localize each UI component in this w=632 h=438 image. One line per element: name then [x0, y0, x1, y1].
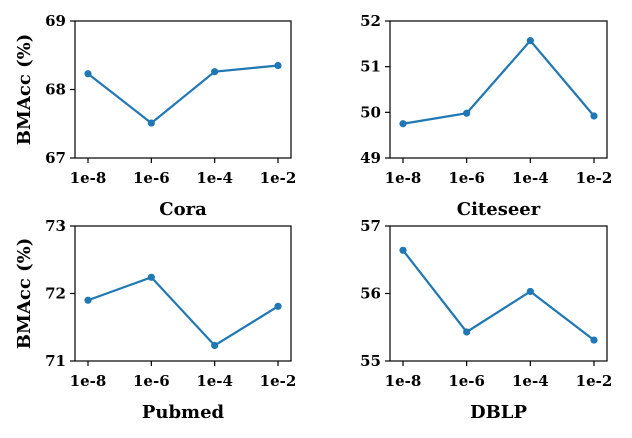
x-tick-label: 1e-2: [576, 372, 613, 390]
series-line: [402, 249, 595, 341]
y-tick-label: 72: [45, 285, 66, 303]
x-axis-title: DBLP: [470, 402, 527, 423]
x-tick-label: 1e-6: [133, 372, 170, 390]
x-tick-label: 1e-8: [385, 169, 422, 187]
y-tick-label: 68: [45, 81, 66, 99]
y-tick-label: 49: [360, 149, 381, 167]
x-tick-label: 1e-6: [448, 372, 485, 390]
x-tick-label: 1e-2: [260, 169, 297, 187]
data-point: [526, 287, 534, 296]
data-point: [274, 302, 282, 310]
x-tick-label: 1e-6: [448, 169, 485, 187]
x-tick-label: 1e-6: [133, 169, 170, 187]
x-tick-label: 1e-4: [512, 169, 549, 187]
y-tick-label: 69: [45, 12, 66, 30]
data-point: [463, 109, 471, 117]
series-line: [87, 64, 279, 125]
panel-3: 55 56 57 1e-8 1e-6 1e-4 1e-2 DBLP: [360, 217, 612, 423]
y-axis-title: BMAcc (%): [14, 238, 35, 349]
x-tick-label: 1e-4: [512, 372, 549, 390]
y-tick-label: 52: [360, 12, 381, 30]
panel-2: 71 72 73 1e-8 1e-6 1e-4 1e-2 Pubmed BMAcc (%): [14, 217, 296, 423]
panel-1: 49 50 51 52 1e-8 1e-6 1e-4 1e-2 Citeseer: [360, 12, 612, 220]
x-axis-title: Cora: [159, 199, 207, 220]
data-point: [590, 336, 598, 344]
y-tick-label: 67: [45, 149, 66, 167]
data-point: [84, 296, 92, 304]
data-point: [463, 328, 471, 336]
x-tick-label: 1e-2: [260, 372, 297, 390]
axes-frame: [389, 225, 608, 362]
x-tick-label: 1e-4: [196, 169, 233, 187]
panel-0: 67 68 69 1e-8 1e-6 1e-4 1e-2 Cora BMAcc (%): [14, 12, 296, 220]
x-axis-title: Pubmed: [142, 402, 225, 423]
data-point: [211, 68, 219, 76]
series-line: [402, 38, 595, 125]
data-point: [526, 37, 534, 45]
data-point: [147, 119, 155, 127]
series-line: [87, 276, 279, 347]
axes-frame: [389, 20, 608, 159]
data-point: [399, 120, 407, 128]
data-point: [399, 246, 407, 254]
x-tick-label: 1e-8: [70, 372, 107, 390]
data-point: [84, 70, 92, 78]
data-point: [211, 341, 219, 350]
y-tick-label: 56: [360, 285, 381, 303]
y-axis-title: BMAcc (%): [14, 34, 35, 145]
y-tick-label: 73: [45, 217, 66, 235]
x-tick-label: 1e-8: [70, 169, 107, 187]
x-tick-label: 1e-8: [385, 372, 422, 390]
y-tick-label: 57: [360, 217, 381, 235]
y-tick-label: 50: [360, 103, 381, 121]
data-point: [590, 112, 598, 120]
data-point: [147, 273, 155, 281]
x-axis-title: Citeseer: [457, 199, 541, 220]
data-point: [274, 61, 282, 70]
x-tick-label: 1e-4: [196, 372, 233, 390]
y-tick-label: 55: [360, 352, 381, 370]
y-tick-label: 71: [45, 352, 66, 370]
x-tick-label: 1e-2: [576, 169, 613, 187]
y-tick-label: 51: [360, 58, 381, 76]
